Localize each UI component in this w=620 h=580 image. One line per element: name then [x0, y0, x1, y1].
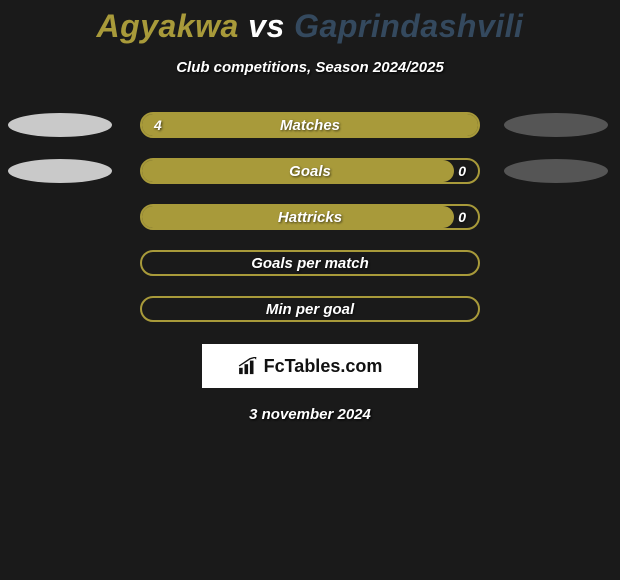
stat-bar: Matches4 [140, 112, 480, 138]
player2-name: Gaprindashvili [294, 8, 523, 44]
subtitle: Club competitions, Season 2024/2025 [0, 59, 620, 76]
stat-label: Min per goal [140, 296, 480, 322]
stat-row: Hattricks0 [0, 204, 620, 230]
stat-label: Hattricks [140, 204, 480, 230]
stat-value-right: 0 [458, 204, 466, 230]
stat-label: Goals [140, 158, 480, 184]
stat-label: Matches [140, 112, 480, 138]
player2-marker [504, 113, 608, 137]
bar-chart-icon [238, 357, 260, 375]
stat-bar: Goals per match [140, 250, 480, 276]
comparison-infographic: Agyakwa vs Gaprindashvili Club competiti… [0, 0, 620, 423]
player1-marker [8, 113, 112, 137]
date-text: 3 november 2024 [0, 406, 620, 423]
stat-row: Goals per match [0, 250, 620, 276]
page-title: Agyakwa vs Gaprindashvili [0, 0, 620, 45]
player1-name: Agyakwa [97, 8, 239, 44]
brand-box: FcTables.com [202, 344, 418, 388]
stat-bar: Min per goal [140, 296, 480, 322]
player1-marker [8, 159, 112, 183]
stat-row: Min per goal [0, 296, 620, 322]
player2-marker [504, 159, 608, 183]
stat-rows: Matches4Goals0Hattricks0Goals per matchM… [0, 112, 620, 322]
stat-bar: Hattricks0 [140, 204, 480, 230]
stat-bar: Goals0 [140, 158, 480, 184]
stat-value-right: 0 [458, 158, 466, 184]
stat-label: Goals per match [140, 250, 480, 276]
stat-row: Matches4 [0, 112, 620, 138]
stat-row: Goals0 [0, 158, 620, 184]
vs-label: vs [248, 8, 285, 44]
stat-value-left: 4 [154, 112, 162, 138]
brand-text: FcTables.com [264, 356, 383, 377]
